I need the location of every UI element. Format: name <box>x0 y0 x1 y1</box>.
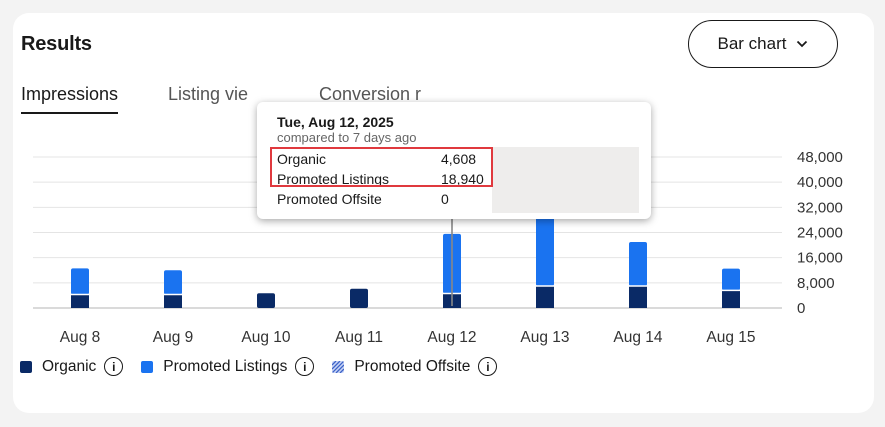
y-tick-label: 8,000 <box>797 275 835 292</box>
legend-swatch-promoted-listings <box>141 360 154 373</box>
bar-promoted-listings <box>536 216 554 286</box>
info-icon[interactable]: i <box>295 357 315 376</box>
y-tick-label: 40,000 <box>797 174 843 191</box>
legend-label-organic: Organic <box>42 357 97 375</box>
legend-label-promoted-offsite: Promoted Offsite <box>354 357 471 375</box>
bar-organic <box>629 285 647 308</box>
legend-item-promoted-listings: Promoted Listings i <box>141 357 315 376</box>
legend-item-organic: Organic i <box>20 357 124 376</box>
x-tick-label: Aug 14 <box>613 329 663 346</box>
bar-organic <box>350 288 368 308</box>
chevron-down-icon <box>797 40 808 48</box>
tab-conversion-rate[interactable]: Conversion r <box>319 84 422 104</box>
bar-promoted-listings <box>629 241 647 286</box>
chart-type-label: Bar chart <box>717 34 787 53</box>
x-tick-label: Aug 8 <box>60 329 101 346</box>
y-tick-label: 24,000 <box>797 225 843 242</box>
page-title: Results <box>21 33 92 55</box>
x-tick-label: Aug 9 <box>153 329 194 346</box>
legend-label-promoted-listings: Promoted Listings <box>163 357 288 375</box>
tooltip-value-organic: 4,608 <box>441 151 477 167</box>
legend-item-promoted-offsite: Promoted Offsite i <box>332 357 498 376</box>
bar-organic <box>164 294 182 308</box>
legend-swatch-organic <box>20 360 32 373</box>
bar-promoted-listings <box>164 270 182 295</box>
tooltip-subtitle: compared to 7 days ago <box>277 130 417 145</box>
y-tick-label: 0 <box>797 300 805 317</box>
legend-swatch-promoted-offsite <box>332 360 345 373</box>
tooltip-value-promoted-offsite: 0 <box>441 191 449 207</box>
x-tick-label: Aug 13 <box>520 329 569 346</box>
chart-legend: Organic i Promoted Listings i Promoted O… <box>20 357 515 376</box>
bar-organic <box>536 285 554 308</box>
chart-type-dropdown[interactable]: Bar chart <box>688 20 838 68</box>
bar-organic <box>71 294 89 308</box>
bar-promoted-listings <box>722 268 740 291</box>
y-tick-label: 16,000 <box>797 250 843 267</box>
bar-organic <box>257 293 275 308</box>
tooltip-label-promoted-listings: Promoted Listings <box>277 171 390 187</box>
info-icon[interactable]: i <box>104 357 124 376</box>
tooltip-date: Tue, Aug 12, 2025 <box>277 114 394 130</box>
x-tick-label: Aug 15 <box>706 329 755 346</box>
tooltip-label-promoted-offsite: Promoted Offsite <box>277 191 382 207</box>
tab-listing-views[interactable]: Listing vie <box>168 84 249 104</box>
x-tick-label: Aug 10 <box>241 329 291 346</box>
tooltip-highlight-box <box>270 147 493 187</box>
y-tick-label: 48,000 <box>797 149 843 166</box>
x-tick-label: Aug 11 <box>335 329 383 346</box>
chart-tooltip: Tue, Aug 12, 2025 compared to 7 days ago… <box>257 102 651 219</box>
y-tick-label: 32,000 <box>797 199 843 216</box>
tooltip-label-organic: Organic <box>277 151 327 167</box>
bar-promoted-listings <box>71 268 89 295</box>
info-icon[interactable]: i <box>478 357 498 376</box>
tab-impressions[interactable]: Impressions <box>21 84 119 114</box>
x-tick-label: Aug 12 <box>427 329 476 346</box>
bar-organic <box>722 290 740 308</box>
tooltip-value-promoted-listings: 18,940 <box>441 171 484 187</box>
tooltip-comparison-placeholder <box>492 147 639 213</box>
